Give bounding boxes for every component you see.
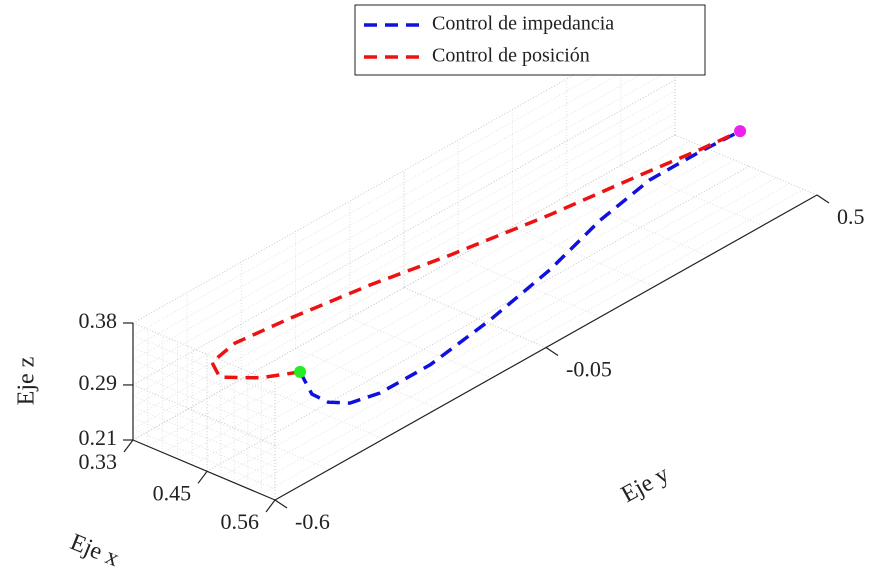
y-axis-label: Eje y [617,461,673,508]
x-tick-label: 0.33 [79,449,118,474]
legend: Control de impedancia Control de posición [354,4,706,76]
grid-line [132,79,676,386]
grid-line [349,317,492,379]
plot-area [209,125,747,405]
grid-line [192,159,735,466]
x-tick-label: 0.56 [221,509,260,534]
y-tick-label: -0.6 [295,509,330,534]
x-tick-label: 0.45 [153,480,192,505]
grid [132,17,818,501]
grid-line [132,334,276,396]
grid-line [132,123,676,430]
grid-line [234,177,777,484]
grid-line [241,378,384,440]
grid-line [132,67,676,373]
grid-line [206,165,750,472]
point-marker [734,125,747,138]
x-tick [197,470,208,484]
x-axis [132,439,276,501]
legend-label: Control de impedancia [432,13,614,35]
grid-line [132,322,276,384]
grid-line [132,359,276,421]
y-tick [816,194,830,204]
z-tick-label: 0.29 [79,370,118,395]
grid-line [132,395,276,457]
z-axis-label: Eje z [14,357,40,406]
y-tick-label: 0.5 [837,204,865,229]
y-tick-label: -0.05 [566,357,612,382]
grid-line [403,287,547,348]
y-tick [274,499,288,509]
grid-line [132,90,676,397]
z-tick-label: 0.21 [79,425,118,450]
grid-line [132,417,276,479]
z-tick-label: 0.38 [79,308,118,333]
grid-line [566,195,709,257]
axes: 0.21 0.29 0.38 0.33 0.45 0.56 -0.6 -0.05 0.5 Eje … [14,194,865,572]
grid-line [220,171,763,478]
x-tick [265,499,276,513]
grid-line [132,384,276,446]
grid-line [512,226,655,287]
legend-box [354,4,706,76]
grid-line [132,29,676,336]
grid-line [132,372,276,434]
grid-line [247,183,791,489]
grid-line [674,134,818,196]
legend-label: Control de posición [432,45,590,67]
point-marker [294,365,307,378]
y-tick [545,347,559,356]
series-line [209,129,741,380]
x-tick [123,439,134,453]
series-line [298,129,741,405]
grid-line [295,348,438,409]
x-axis-label: Eje x [67,529,123,572]
